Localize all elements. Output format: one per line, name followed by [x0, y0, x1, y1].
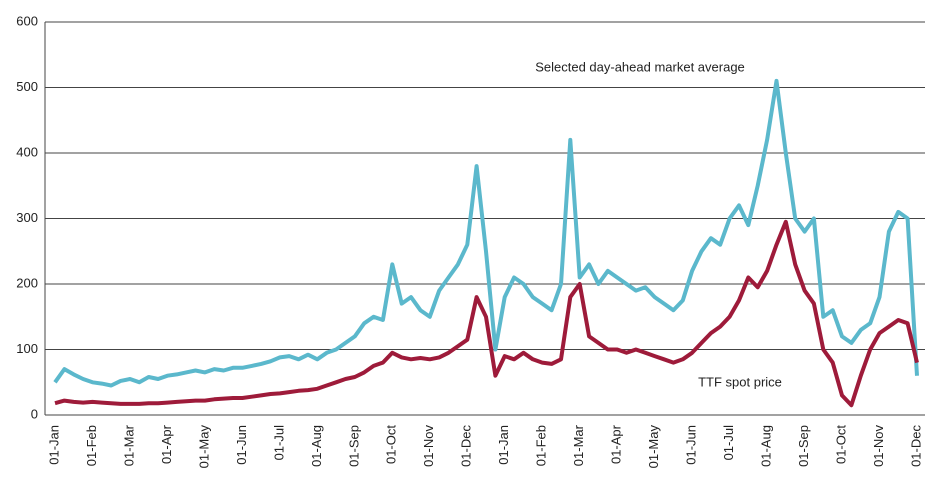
x-tick-label: 01-Jul [271, 425, 286, 461]
x-tick-label: 01-Oct [833, 425, 848, 464]
x-tick-label: 01-Sep [346, 425, 361, 467]
y-tick-label: 300 [16, 210, 38, 225]
series-label: TTF spot price [698, 374, 782, 389]
y-tick-label: 0 [31, 406, 38, 421]
y-tick-label: 400 [16, 144, 38, 159]
x-tick-label: 01-Aug [759, 425, 774, 467]
x-tick-label: 01-Feb [84, 425, 99, 466]
y-tick-label: 600 [16, 13, 38, 28]
x-tick-label: 01-Oct [384, 425, 399, 464]
x-tick-label: 01-Dec [459, 425, 474, 467]
x-tick-label: 01-Apr [159, 424, 174, 464]
x-tick-label: 01-May [196, 425, 211, 469]
x-tick-label: 01-Aug [309, 425, 324, 467]
x-tick-label: 01-Dec [908, 425, 923, 467]
series-line [53, 78, 919, 388]
x-tick-label: 01-Mar [121, 424, 136, 466]
y-tick-label: 200 [16, 275, 38, 290]
x-tick-label: 01-Sep [796, 425, 811, 467]
y-tick-label: 100 [16, 341, 38, 356]
x-tick-label: 01-Jun [684, 425, 699, 465]
x-tick-label: 01-Mar [571, 424, 586, 466]
x-tick-label: 01-Jun [234, 425, 249, 465]
x-tick-label: 01-May [646, 425, 661, 469]
x-tick-label: 01-Jan [496, 425, 511, 465]
x-tick-label: 01-Apr [609, 424, 624, 464]
x-tick-label: 01-Jul [721, 425, 736, 461]
x-tick-label: 01-Feb [534, 425, 549, 466]
x-tick-label: 01-Nov [421, 425, 436, 467]
y-tick-label: 500 [16, 79, 38, 94]
series-line [54, 219, 919, 408]
x-tick-label: 01-Jan [46, 425, 61, 465]
x-tick-label: 01-Nov [871, 425, 886, 467]
series-label: Selected day-ahead market average [535, 59, 745, 74]
